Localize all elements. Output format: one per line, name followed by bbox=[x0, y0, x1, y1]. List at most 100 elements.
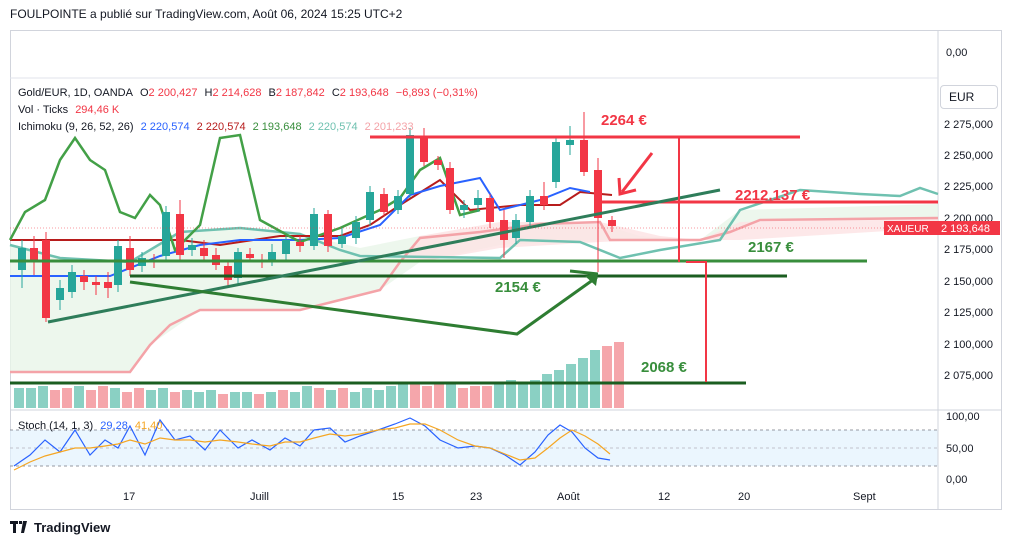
candle-body bbox=[474, 198, 482, 205]
volume-bar bbox=[386, 386, 396, 408]
candle-body bbox=[608, 220, 616, 226]
volume-bar bbox=[362, 388, 372, 408]
stoch-axis-label: 50,00 bbox=[946, 443, 974, 455]
low-value: 2 187,842 bbox=[275, 87, 325, 99]
stoch-k-line bbox=[13, 417, 611, 467]
volume-bar bbox=[278, 390, 288, 408]
volume-bar bbox=[98, 386, 108, 408]
volume-bar bbox=[134, 388, 144, 408]
ichimoku-legend: Ichimoku (9, 26, 52, 26) 2 220,574 2 220… bbox=[18, 121, 418, 133]
measure-bracket-up bbox=[658, 136, 680, 262]
candle-body bbox=[394, 196, 402, 210]
annotation-2167: 2167 € bbox=[748, 239, 794, 256]
candle-body bbox=[366, 192, 374, 220]
candle-body bbox=[420, 136, 428, 162]
price-axis-label: 2 075,000 bbox=[944, 370, 993, 382]
close-label: C bbox=[331, 87, 340, 99]
tradingview-footer[interactable]: TradingView bbox=[10, 520, 110, 536]
volume-bar bbox=[122, 392, 132, 408]
volume-bar bbox=[602, 346, 612, 408]
ichimoku-span-a-value: 2 220,574 bbox=[308, 121, 358, 133]
volume-label[interactable]: Vol · Ticks bbox=[18, 104, 69, 116]
volume-bar bbox=[506, 380, 516, 408]
time-axis-label: 20 bbox=[738, 491, 750, 503]
volume-bar bbox=[518, 382, 528, 408]
candle-body bbox=[234, 252, 242, 278]
tradingview-logo-icon bbox=[10, 521, 30, 536]
volume-bar bbox=[458, 388, 468, 408]
time-axis-label: Sept bbox=[853, 491, 876, 503]
projection-arrow-tail bbox=[569, 269, 599, 276]
candle-body bbox=[310, 214, 318, 246]
candle-body bbox=[552, 142, 560, 182]
candle-body bbox=[200, 248, 208, 256]
ichimoku-lagging-line bbox=[8, 133, 481, 253]
symbol-name[interactable]: Gold/EUR, 1D, OANDA bbox=[18, 87, 133, 99]
open-value: 2 200,427 bbox=[148, 87, 198, 99]
volume-bar bbox=[170, 392, 180, 408]
ichimoku-label[interactable]: Ichimoku (9, 26, 52, 26) bbox=[18, 121, 134, 133]
candle-body bbox=[282, 240, 290, 254]
volume-bar bbox=[62, 388, 72, 408]
candle-body bbox=[42, 240, 50, 318]
high-value: 2 214,628 bbox=[212, 87, 262, 99]
price-tag-symbol: XAUEUR bbox=[887, 224, 929, 235]
stoch-axis-label: 0,00 bbox=[946, 474, 967, 486]
candle-body bbox=[580, 140, 588, 172]
candle-body bbox=[460, 205, 468, 210]
volume-bar bbox=[242, 392, 252, 408]
candle-body bbox=[126, 248, 134, 270]
volume-bar bbox=[566, 364, 576, 408]
candle-body bbox=[104, 282, 112, 288]
stoch-axis-label: 100,00 bbox=[946, 411, 980, 423]
candle-body bbox=[80, 276, 88, 282]
ichimoku-base-line bbox=[10, 178, 613, 247]
volume-bar bbox=[38, 386, 48, 408]
high-label: H bbox=[204, 87, 213, 99]
volume-bar bbox=[254, 394, 264, 408]
volume-bar bbox=[266, 392, 276, 408]
volume-value: 294,46 K bbox=[75, 104, 120, 116]
volume-bar bbox=[314, 388, 324, 408]
candle-body bbox=[162, 212, 170, 256]
currency-button[interactable]: EUR bbox=[940, 85, 998, 109]
callout-arrowhead bbox=[617, 177, 637, 196]
volume-legend: Vol · Ticks 294,46 K bbox=[18, 104, 123, 116]
candle-body bbox=[352, 222, 360, 238]
volume-bar bbox=[206, 390, 216, 408]
price-axis-label: 2 275,000 bbox=[944, 119, 993, 131]
change-value: −6,893 (−0,31%) bbox=[395, 87, 478, 99]
annotation-2212: 2212,137 € bbox=[735, 187, 811, 204]
volume-bar bbox=[590, 350, 600, 408]
ichimoku-span-a-line bbox=[9, 186, 939, 264]
candle-body bbox=[114, 246, 122, 285]
volume-bar bbox=[194, 392, 204, 408]
uptrend-line bbox=[47, 188, 721, 324]
close-value: 2 193,648 bbox=[339, 87, 389, 99]
annotation-2264: 2264 € bbox=[601, 112, 647, 129]
symbol-legend: Gold/EUR, 1D, OANDA O2 200,427 H2 214,62… bbox=[18, 87, 482, 99]
volume-bar bbox=[146, 390, 156, 408]
time-axis-label: Juill bbox=[250, 491, 269, 503]
open-label: O bbox=[139, 87, 149, 99]
candle-body bbox=[406, 135, 414, 194]
candle-body bbox=[338, 236, 346, 244]
stoch-label[interactable]: Stoch (14, 1, 3) bbox=[18, 420, 94, 432]
stoch-d-line bbox=[13, 423, 611, 471]
volume-bar bbox=[494, 382, 504, 408]
volume-bar bbox=[158, 388, 168, 408]
time-axis-label: 15 bbox=[392, 491, 404, 503]
price-axis-label: 2 225,000 bbox=[944, 181, 993, 193]
candle-body bbox=[380, 194, 388, 212]
candle-body bbox=[486, 198, 494, 222]
ichimoku-span-b-value: 2 201,233 bbox=[364, 121, 414, 133]
candle-body bbox=[324, 214, 332, 246]
candle-body bbox=[176, 214, 184, 255]
ichimoku-conversion-value: 2 220,574 bbox=[140, 121, 190, 133]
volume-bar bbox=[446, 384, 456, 408]
projection-arrowhead bbox=[585, 273, 598, 286]
candle-body bbox=[566, 140, 574, 145]
volume-bar bbox=[302, 386, 312, 408]
price-axis-label: 2 150,000 bbox=[944, 276, 993, 288]
